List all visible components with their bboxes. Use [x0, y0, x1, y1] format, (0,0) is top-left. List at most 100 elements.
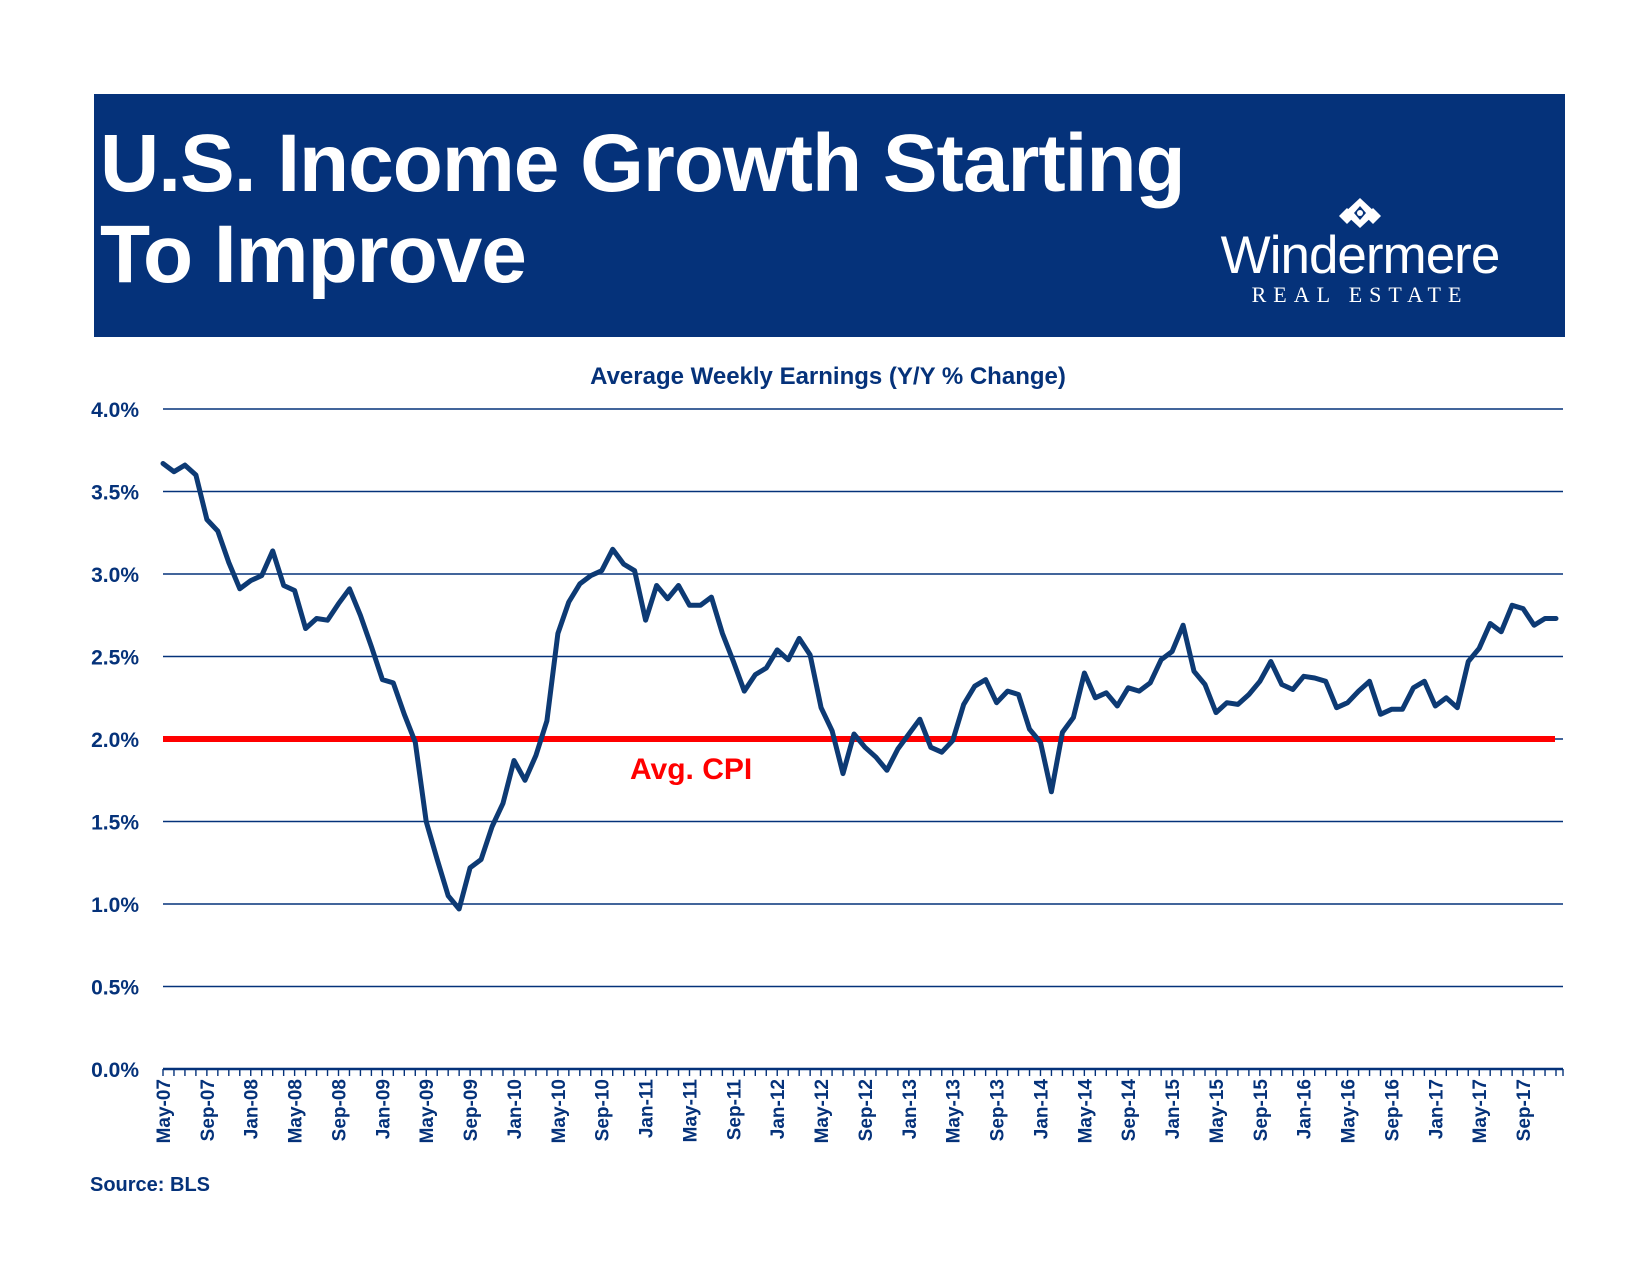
data-point [996, 702, 998, 704]
x-tick-label: Sep-09 [461, 1079, 482, 1141]
x-tick-label: May-07 [154, 1079, 175, 1143]
y-tick-label: 1.0% [91, 894, 139, 917]
data-point [1182, 624, 1184, 626]
x-tick-label: Sep-08 [329, 1079, 350, 1141]
data-point [1489, 623, 1491, 624]
data-point [513, 759, 515, 761]
data-point [1007, 690, 1009, 692]
data-point [272, 550, 274, 552]
data-point [1511, 604, 1513, 606]
y-tick-label: 1.5% [91, 812, 139, 835]
data-point [1237, 703, 1239, 705]
data-point [557, 632, 559, 634]
x-tick-label: May-09 [417, 1079, 438, 1143]
data-point [886, 769, 888, 771]
x-tick-label: May-13 [944, 1079, 965, 1143]
data-point [941, 751, 943, 753]
data-point [1072, 717, 1074, 719]
data-point [743, 690, 745, 692]
x-tick-label: May-12 [812, 1079, 833, 1143]
earnings-line-chart: Average Weekly Earnings (Y/Y % Change) 0… [91, 363, 1564, 1144]
x-tick-label: Jan-17 [1426, 1079, 1447, 1139]
x-tick-label: Sep-11 [724, 1079, 745, 1141]
data-point [809, 654, 811, 656]
data-point [1039, 741, 1041, 743]
data-point [1478, 647, 1480, 649]
data-point [1390, 708, 1392, 710]
data-point [1292, 689, 1294, 690]
data-point [458, 908, 460, 910]
data-point [162, 462, 164, 464]
x-tick-label: Jan-10 [505, 1079, 526, 1139]
x-tick-label: May-15 [1207, 1079, 1228, 1144]
x-tick-label: Sep-10 [593, 1079, 614, 1141]
x-tick-label: Jan-15 [1163, 1079, 1184, 1140]
y-tick-label: 2.0% [91, 729, 139, 752]
y-tick-label: 3.5% [91, 482, 139, 505]
data-point [985, 679, 987, 681]
data-point [250, 580, 252, 582]
x-tick-label: Jan-16 [1295, 1079, 1316, 1139]
y-tick-label: 0.5% [91, 977, 139, 1000]
data-point [1248, 693, 1250, 695]
data-point [579, 583, 581, 585]
data-point [974, 685, 976, 687]
data-point [699, 604, 701, 606]
x-tick-label: May-14 [1075, 1079, 1096, 1144]
data-point [370, 646, 372, 648]
data-point [1149, 682, 1151, 684]
logo-subtitle: REAL ESTATE [1251, 282, 1469, 307]
data-point [1105, 692, 1107, 694]
data-point [820, 707, 822, 709]
x-tick-label: Jan-12 [768, 1079, 789, 1139]
data-point [1423, 680, 1425, 682]
data-point [645, 619, 647, 621]
data-point [908, 733, 910, 735]
data-point [721, 632, 723, 634]
data-point [173, 471, 175, 473]
data-point [348, 588, 350, 590]
data-point [524, 779, 526, 781]
data-point [1555, 618, 1557, 620]
data-point [1215, 712, 1217, 714]
data-point [1380, 713, 1382, 715]
data-point [952, 740, 954, 742]
title-banner [94, 94, 1565, 337]
data-point [1544, 618, 1546, 620]
data-point [327, 619, 329, 621]
data-point [1138, 690, 1140, 692]
data-point [1094, 697, 1096, 699]
data-point [1193, 670, 1195, 672]
page-title: U.S. Income Growth Starting To Improve [100, 118, 1186, 300]
x-tick-label: May-17 [1470, 1079, 1491, 1143]
data-point [392, 682, 394, 684]
x-tick-label: Sep-17 [1514, 1079, 1535, 1141]
data-point [601, 570, 603, 572]
data-point [634, 570, 636, 572]
title-line-2: To Improve [100, 209, 527, 300]
y-tick-label: 0.0% [91, 1059, 139, 1082]
data-point [919, 718, 921, 720]
data-point [359, 614, 361, 616]
y-axis-labels: 0.0% 0.5% 1.0% 1.5% 2.0% 2.5% 3.0% 3.5% 4.0% [91, 399, 139, 1082]
data-point [535, 755, 537, 756]
y-tick-label: 3.0% [91, 564, 139, 587]
x-tick-label: May-16 [1339, 1079, 1360, 1143]
data-point [1303, 675, 1305, 677]
data-point [1204, 684, 1206, 686]
data-point [491, 825, 493, 827]
title-line-1: U.S. Income Growth Starting [100, 118, 1186, 209]
data-point [1336, 707, 1338, 709]
x-tick-label: Jan-08 [242, 1079, 263, 1139]
y-tick-label: 4.0% [91, 399, 139, 422]
cpi-reference: Avg. CPI [163, 736, 1555, 786]
data-point [1226, 702, 1228, 704]
data-point [1050, 791, 1052, 793]
data-point [688, 604, 690, 606]
data-point [447, 895, 449, 897]
data-point [1259, 680, 1261, 682]
x-tick-label: Sep-14 [1119, 1079, 1140, 1142]
data-point [1127, 687, 1129, 689]
data-point [436, 858, 438, 860]
data-point [1270, 660, 1272, 662]
